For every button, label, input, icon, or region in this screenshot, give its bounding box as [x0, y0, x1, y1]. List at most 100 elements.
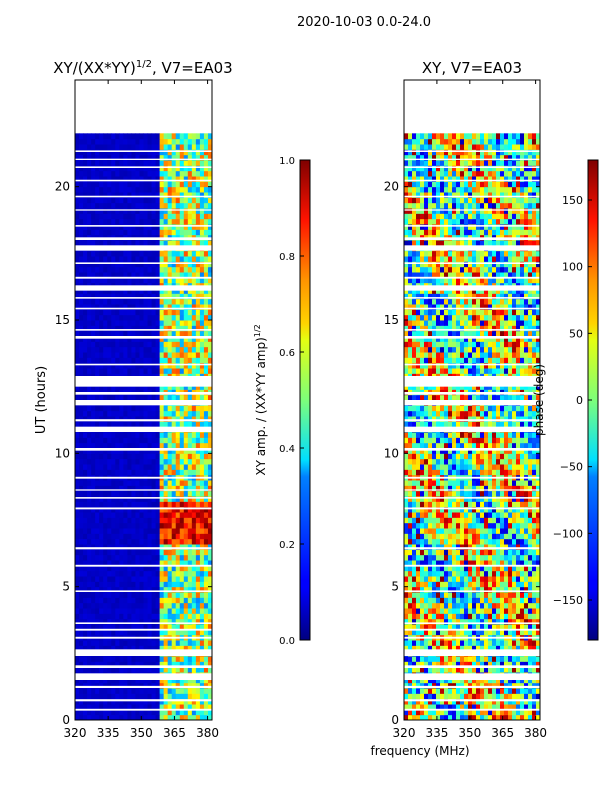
heatmap-cell — [520, 608, 525, 614]
heatmap-cell — [175, 186, 181, 193]
heatmap-cell — [179, 602, 185, 609]
heatmap-cell — [412, 677, 417, 684]
heatmap-cell — [183, 240, 189, 246]
heatmap-cell — [123, 165, 128, 172]
heatmap-cell — [83, 229, 88, 236]
heatmap-cell — [412, 709, 417, 716]
heatmap-cell — [107, 181, 112, 188]
heatmap-cell — [203, 512, 209, 518]
heatmap-cell — [87, 576, 92, 582]
heatmap-cell — [143, 586, 149, 593]
heatmap-cell — [472, 586, 477, 593]
heatmap-cell — [87, 362, 92, 369]
heatmap-cell — [151, 336, 157, 342]
heatmap-cell — [179, 517, 185, 524]
heatmap-cell — [159, 325, 165, 332]
heatmap-cell — [91, 538, 96, 545]
heatmap-cell — [135, 464, 140, 470]
heatmap-cell — [151, 298, 157, 305]
heatmap-cell — [187, 304, 193, 310]
heatmap-cell — [119, 554, 124, 561]
heatmap-cell — [424, 608, 429, 614]
heatmap-cell — [111, 645, 116, 652]
heatmap-cell — [195, 181, 201, 188]
heatmap-cell — [99, 197, 104, 204]
heatmap-cell — [404, 538, 409, 545]
heatmap-cell — [135, 405, 140, 412]
heatmap-cell — [484, 629, 489, 636]
heatmap-cell — [452, 704, 457, 710]
heatmap-cell — [187, 229, 193, 236]
heatmap-cell — [143, 272, 149, 278]
heatmap-cell — [203, 458, 209, 465]
heatmap-cell — [175, 176, 181, 182]
heatmap-cell — [171, 165, 177, 172]
heatmap-cell — [500, 592, 505, 598]
heatmap-cell — [131, 698, 136, 705]
heatmap-cell — [207, 352, 213, 358]
heatmap-cell — [528, 576, 533, 582]
heatmap-cell — [135, 469, 140, 476]
heatmap-cell — [508, 560, 513, 566]
heatmap-cell — [516, 565, 521, 572]
heatmap-cell — [175, 682, 181, 689]
heatmap-cell — [484, 624, 489, 630]
heatmap-cell — [191, 496, 197, 502]
heatmap-cell — [131, 533, 136, 540]
heatmap-cell — [199, 469, 205, 476]
heatmap-cell — [195, 330, 201, 337]
heatmap-cell — [524, 581, 529, 588]
heatmap-cell — [207, 624, 213, 630]
heatmap-cell — [532, 581, 537, 588]
heatmap-cell — [199, 682, 205, 689]
heatmap-cell — [175, 442, 181, 449]
heatmap-cell — [131, 298, 136, 305]
heatmap-cell — [135, 453, 140, 460]
heatmap-cell — [436, 666, 441, 673]
heatmap-cell — [147, 645, 153, 652]
heatmap-cell — [91, 432, 96, 438]
heatmap-cell — [408, 560, 413, 566]
heatmap-cell — [207, 416, 213, 422]
heatmap-cell — [408, 581, 413, 588]
heatmap-cell — [83, 208, 88, 214]
heatmap-cell — [139, 250, 144, 257]
heatmap-cell — [436, 570, 441, 577]
heatmap-cell — [163, 346, 169, 353]
heatmap-cell — [500, 576, 505, 582]
heatmap-cell — [159, 698, 165, 705]
heatmap-cell — [111, 218, 116, 225]
heatmap-cell — [127, 165, 132, 172]
heatmap-cell — [448, 698, 453, 705]
heatmap-cell — [183, 496, 189, 502]
heatmap-cell — [187, 410, 193, 417]
heatmap-cell — [107, 485, 112, 492]
heatmap-cell — [199, 581, 205, 588]
heatmap-cell — [151, 261, 157, 268]
heatmap-cell — [79, 522, 84, 529]
heatmap-cell — [207, 186, 213, 193]
heatmap-cell — [408, 597, 413, 604]
heatmap-cell — [87, 224, 92, 230]
heatmap-cell — [147, 549, 153, 556]
heatmap-cell — [532, 624, 537, 630]
heatmap-cell — [468, 554, 473, 561]
phase-heatmap — [404, 133, 541, 721]
heatmap-cell — [195, 186, 201, 193]
heatmap-cell — [175, 405, 181, 412]
heatmap-cell — [452, 640, 457, 646]
heatmap-cell — [207, 618, 213, 625]
heatmap-cell — [115, 277, 120, 284]
heatmap-cell — [103, 170, 108, 177]
heatmap-cell — [131, 154, 136, 161]
heatmap-cell — [440, 576, 445, 582]
heatmap-cell — [404, 640, 409, 646]
heatmap-cell — [151, 602, 157, 609]
heatmap-cell — [171, 602, 177, 609]
heatmap-cell — [107, 581, 112, 588]
heatmap-cell — [207, 160, 213, 166]
heatmap-cell — [468, 656, 473, 662]
heatmap-cell — [484, 570, 489, 577]
heatmap-cell — [107, 256, 112, 262]
heatmap-cell — [119, 208, 124, 214]
